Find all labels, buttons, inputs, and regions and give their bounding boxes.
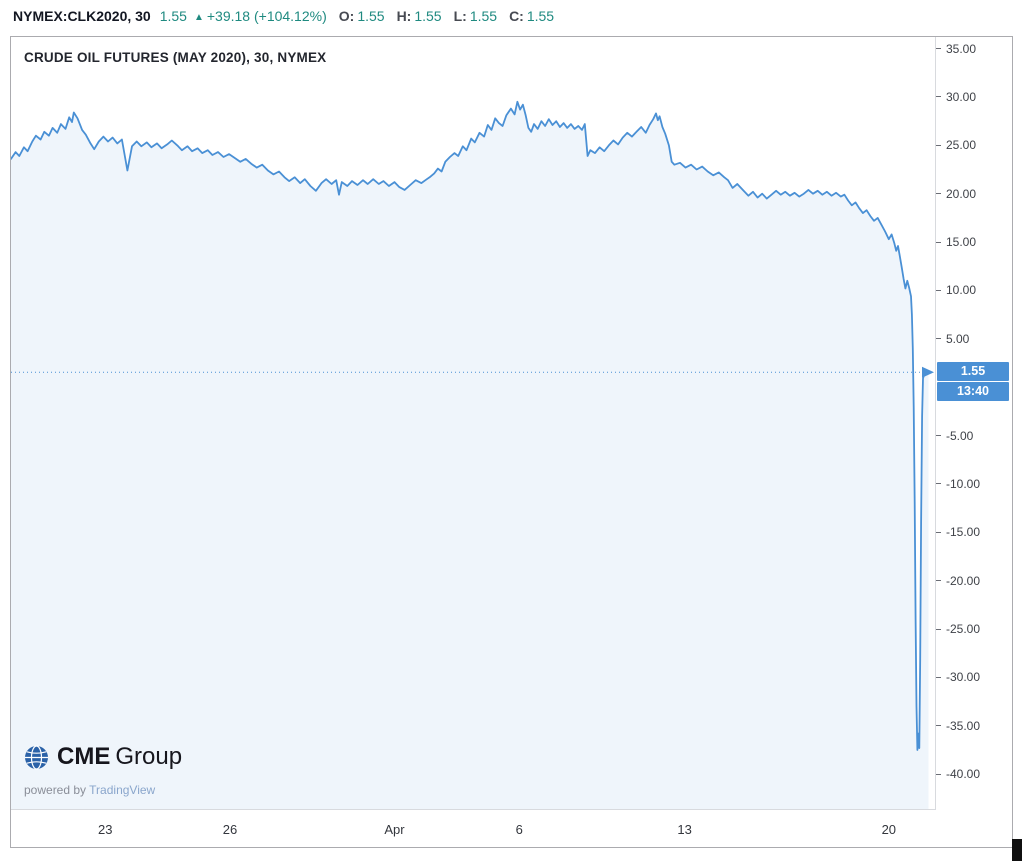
price-tick-mark [936,193,941,195]
price-tick-mark [936,483,941,485]
symbol-info-bar: NYMEX:CLK2020, 30 1.55 ▲ +39.18 (+104.12… [13,8,554,24]
price-tick-mark [936,628,941,630]
price-line [11,100,930,751]
price-tick-mark [936,676,941,678]
tradingview-link[interactable]: TradingView [89,783,156,797]
low-value: 1.55 [469,8,498,24]
price-tick-label: -20.00 [946,573,981,588]
price-tick-label: 10.00 [946,283,977,298]
cme-logo-text: CME [57,743,111,770]
price-tick-mark [936,338,941,340]
price-tick-mark [936,96,941,98]
price-tick-label: 20.00 [946,186,977,201]
cme-globe-icon [25,744,48,770]
symbol-name[interactable]: NYMEX:CLK2020, 30 [13,8,151,24]
change-up-arrow-icon: ▲ [193,12,204,23]
price-scale[interactable]: 1.55 13:40 35.00 30.00 25.00 20.00 15.00 10.0… [936,37,1012,810]
time-tick-label: 20 [881,822,897,837]
price-area-fill [11,101,929,809]
price-tick-mark [936,435,941,437]
chart-title: CRUDE OIL FUTURES (MAY 2020), 30, NYMEX [24,50,327,65]
price-tick-label: -10.00 [946,476,981,491]
price-tick-label: 30.00 [946,89,977,104]
powered-by-text: powered by [24,783,87,797]
price-tick-label: -40.00 [946,767,981,782]
time-tick-label: 23 [98,822,113,837]
close-value: 1.55 [526,8,555,24]
price-tick-label: -5.00 [946,428,974,443]
open-value: 1.55 [357,8,385,24]
price-tick-mark [936,725,941,727]
corner-artifact [1012,839,1022,861]
price-tick-mark [936,144,941,146]
close-label: C: [509,8,524,24]
header-price-change: +39.18 (+104.12%) [206,8,327,24]
price-tick-label: -35.00 [946,718,981,733]
time-tick-label: 13 [677,822,692,837]
price-tick-mark [936,773,941,775]
price-chart[interactable] [11,37,935,809]
high-value: 1.55 [414,8,442,24]
cme-group-logo: CME Group [24,743,182,771]
price-tick-mark [936,580,941,582]
chart-widget: CRUDE OIL FUTURES (MAY 2020), 30, NYMEX … [10,36,1013,848]
price-tick-mark [936,241,941,243]
countdown-label: 13:40 [937,382,1009,402]
plot-area[interactable]: CRUDE OIL FUTURES (MAY 2020), 30, NYMEX … [11,37,936,810]
price-tick-label: 5.00 [946,331,970,346]
price-tick-label: 15.00 [946,235,977,250]
time-scale[interactable]: 23 26 Apr 6 13 20 [11,810,936,847]
tradingview-attribution: powered by TradingView [24,783,155,797]
header-last-price: 1.55 [159,8,187,24]
price-tick-label: 35.00 [946,41,977,56]
price-tick-mark [936,48,941,50]
price-tick-label: -25.00 [946,622,981,637]
price-tick-label: 25.00 [946,138,977,153]
high-label: H: [396,8,412,24]
cme-group-text: Group [115,743,183,770]
price-tick-mark [936,531,941,533]
last-price-arrow-icon [922,366,934,378]
time-tick-label: 26 [222,822,238,837]
price-tick-label: -15.00 [946,525,981,540]
last-price-label: 1.55 [937,362,1009,382]
time-tick-label: 6 [515,822,523,837]
price-tick-label: -30.00 [946,670,981,685]
price-tick-mark [936,289,941,291]
time-tick-label: Apr [384,822,405,837]
open-label: O: [338,8,355,24]
low-label: L: [453,8,467,24]
